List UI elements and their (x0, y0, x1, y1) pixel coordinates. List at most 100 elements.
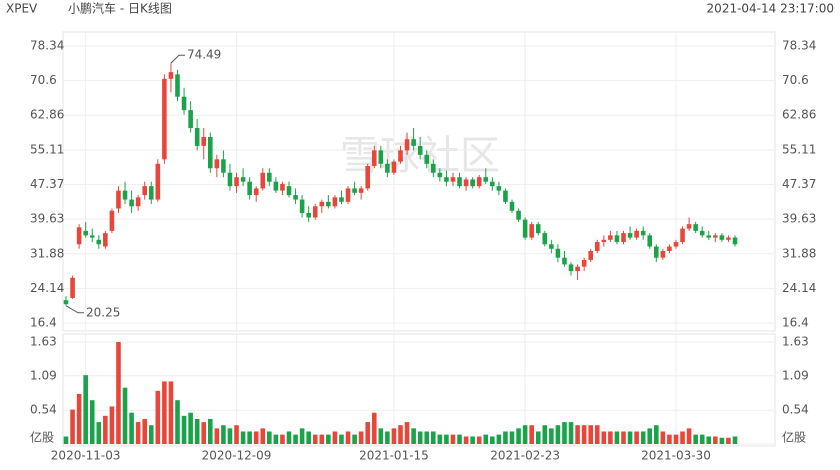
volume-bar (63, 436, 69, 444)
candle-body (673, 242, 679, 247)
volume-bar (490, 436, 495, 444)
candle-body (273, 181, 279, 191)
volume-tick-label: 1.09 (30, 368, 57, 382)
candle-body (581, 259, 587, 267)
volume-bar (207, 418, 213, 444)
volume-tick-label: 1.63 (30, 335, 57, 349)
volume-bar (103, 415, 108, 444)
candle-body (490, 181, 495, 187)
volume-bar (522, 425, 528, 444)
candle-body (608, 235, 613, 240)
candle-body (732, 237, 738, 245)
volume-bar (594, 425, 600, 444)
y-tick-label: 47.37 (30, 177, 64, 191)
timestamp: 2021-04-14 23:17:00 (707, 2, 834, 16)
volume-bar (365, 422, 371, 444)
candle-body (162, 78, 167, 160)
volume-bar (148, 425, 154, 444)
candle-body (398, 150, 403, 162)
volume-bar (280, 434, 285, 444)
volume-bar (476, 436, 482, 444)
volume-bar (385, 431, 390, 444)
candle-body (640, 230, 646, 236)
volume-bar (555, 425, 561, 444)
volume-bar (319, 434, 325, 444)
volume-bar (83, 375, 88, 444)
candle-body (352, 188, 357, 193)
volume-bar (686, 428, 692, 444)
volume-tick-label-right: 0.54 (782, 403, 809, 417)
volume-bar (260, 428, 266, 444)
candle-body (562, 257, 567, 265)
candle-body (286, 186, 292, 196)
volume-bar (411, 428, 416, 444)
volume-bar (339, 434, 344, 444)
y-tick-label: 39.63 (30, 212, 64, 226)
volume-bar (437, 434, 443, 444)
candle-body (306, 212, 311, 218)
volume-bar (175, 400, 180, 444)
volume-bar (155, 390, 161, 444)
volume-bar (424, 431, 430, 444)
candle-body (260, 172, 266, 189)
y-tick-label-right: 55.11 (782, 142, 816, 156)
candle-body (194, 128, 200, 146)
max-label: 74.49 (187, 48, 221, 62)
chart-title: 小鹏汽车 - 日K线图 (68, 1, 172, 16)
candle-body (621, 233, 626, 243)
volume-bar (496, 434, 502, 444)
volume-bar (122, 387, 128, 444)
volume-bar (273, 434, 279, 444)
volume-bar (450, 434, 456, 444)
x-tick-label: 2021-01-15 (359, 449, 429, 463)
volume-bar (142, 418, 148, 444)
volume-bar (286, 431, 292, 444)
candle-body (430, 163, 436, 173)
candle-body (588, 250, 594, 260)
volume-bar (129, 412, 134, 444)
candle-body (529, 224, 534, 238)
min-pointer (65, 305, 84, 314)
candle-body (70, 277, 75, 298)
candle-body (706, 235, 712, 238)
candle-body (168, 72, 174, 79)
candle-body (332, 197, 338, 207)
volume-bar (647, 428, 653, 444)
volume-bar (562, 422, 567, 444)
candle-body (509, 201, 515, 211)
candle-body (424, 154, 430, 164)
candle-body (83, 230, 88, 236)
volume-bar (516, 428, 521, 444)
candle-body (293, 195, 298, 200)
volume-bar (247, 431, 252, 444)
volume-bar (726, 437, 731, 444)
volume-bar (378, 428, 384, 444)
candle-body (96, 239, 102, 245)
volume-bar (660, 431, 666, 444)
volume-bar (332, 431, 338, 444)
y-tick-label-right: 62.86 (782, 108, 816, 122)
candle-body (89, 235, 95, 238)
candle-body (207, 136, 213, 169)
candle-body (542, 233, 548, 245)
volume-bar (621, 431, 626, 444)
candle-body (267, 172, 272, 182)
candle-body (358, 188, 364, 193)
volume-bar (214, 428, 220, 444)
x-tick-label: 2021-02-23 (490, 449, 560, 463)
volume-bar (549, 428, 554, 444)
volume-bar (352, 434, 357, 444)
volume-bar (693, 434, 698, 444)
volume-bar (673, 434, 679, 444)
candle-body (450, 177, 456, 182)
candle-body (686, 224, 692, 229)
candle-body (135, 197, 141, 207)
candle-body (713, 235, 718, 238)
candle-body (627, 233, 633, 238)
candle-body (365, 166, 371, 189)
volume-bar (542, 425, 548, 444)
y-tick-label: 70.6 (30, 73, 57, 87)
volume-bar (608, 431, 613, 444)
volume-bar (719, 437, 725, 444)
candle-body (312, 206, 318, 218)
